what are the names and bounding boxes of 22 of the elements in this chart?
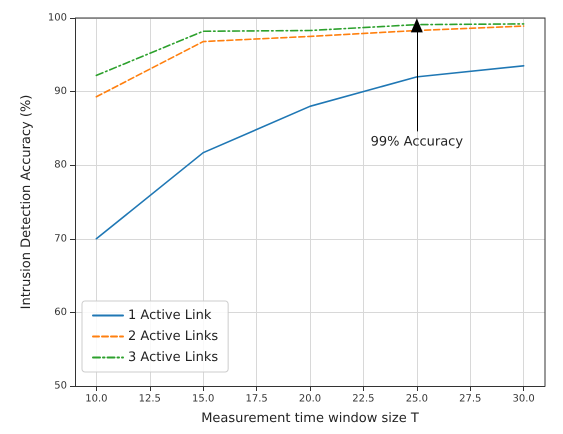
annotation: 99% Accuracy xyxy=(370,134,464,150)
x-tick-label: 17.5 xyxy=(245,394,268,404)
x-tick-label: 25.0 xyxy=(406,394,428,404)
y-tick-label: 100 xyxy=(48,12,67,24)
line-series xyxy=(96,65,524,240)
y-axis-title: Intrusion Detection Accuracy (%) xyxy=(19,94,34,310)
x-axis-title: Measurement time window size T xyxy=(201,411,419,426)
y-tick-label: 60 xyxy=(54,306,67,318)
x-tick-label: 22.5 xyxy=(352,394,375,404)
legend-label: 3 Active Links xyxy=(128,350,218,365)
legend-label: 1 Active Link xyxy=(128,308,212,323)
x-tick-label: 10.0 xyxy=(85,394,108,404)
y-tick-label: 90 xyxy=(54,86,67,98)
x-tick-label: 12.5 xyxy=(138,394,161,404)
y-tick-label: 50 xyxy=(54,380,67,392)
x-tick-label: 20.0 xyxy=(298,394,322,404)
y-tick-label: 70 xyxy=(54,233,67,244)
x-tick-label: 27.5 xyxy=(459,394,482,404)
y-tick-label: 80 xyxy=(54,160,67,171)
legend-label: 2 Active Links xyxy=(128,329,218,344)
x-tick-label: 15.0 xyxy=(192,394,214,404)
x-tick-label: 30.0 xyxy=(512,394,535,404)
